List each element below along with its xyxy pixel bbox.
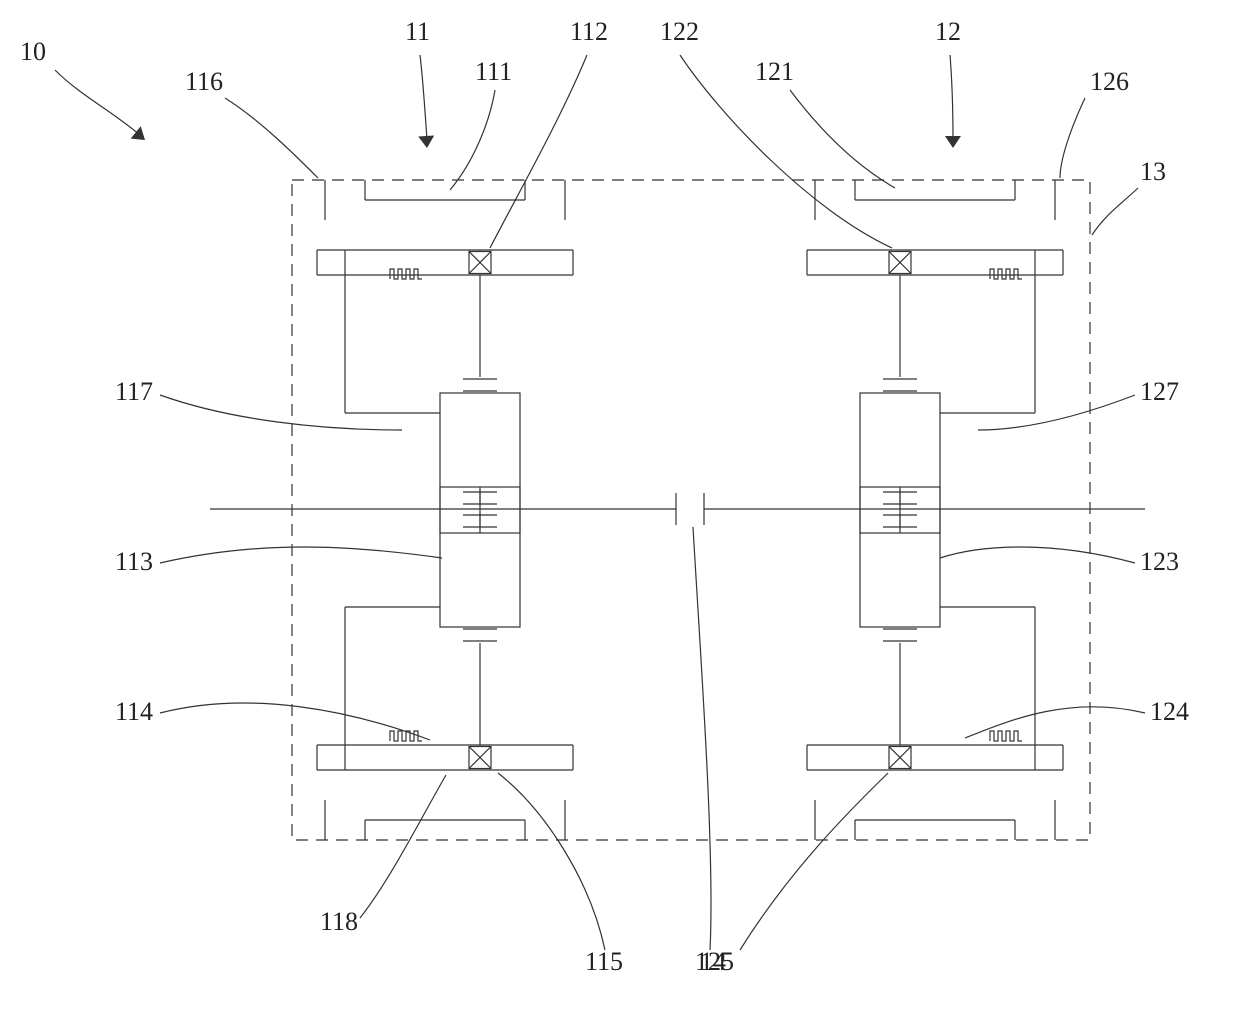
callout-116: 116 <box>185 67 223 96</box>
callout-124: 124 <box>1150 697 1189 726</box>
callout-125: 125 <box>695 947 734 976</box>
patent-diagram: 1011121314111112113114115116117118121122… <box>0 0 1240 1013</box>
callout-13: 13 <box>1140 157 1166 186</box>
callout-111: 111 <box>475 57 512 86</box>
callout-112: 112 <box>570 17 608 46</box>
callout-114: 114 <box>115 697 153 726</box>
callout-127: 127 <box>1140 377 1179 406</box>
callout-11: 11 <box>405 17 430 46</box>
callout-117: 117 <box>115 377 153 406</box>
callout-121: 121 <box>755 57 794 86</box>
callout-126: 126 <box>1090 67 1129 96</box>
callout-118: 118 <box>320 907 358 936</box>
callout-115: 115 <box>585 947 623 976</box>
callout-113: 113 <box>115 547 153 576</box>
callout-10: 10 <box>20 37 46 66</box>
callout-122: 122 <box>660 17 699 46</box>
callout-12: 12 <box>935 17 961 46</box>
callout-123: 123 <box>1140 547 1179 576</box>
